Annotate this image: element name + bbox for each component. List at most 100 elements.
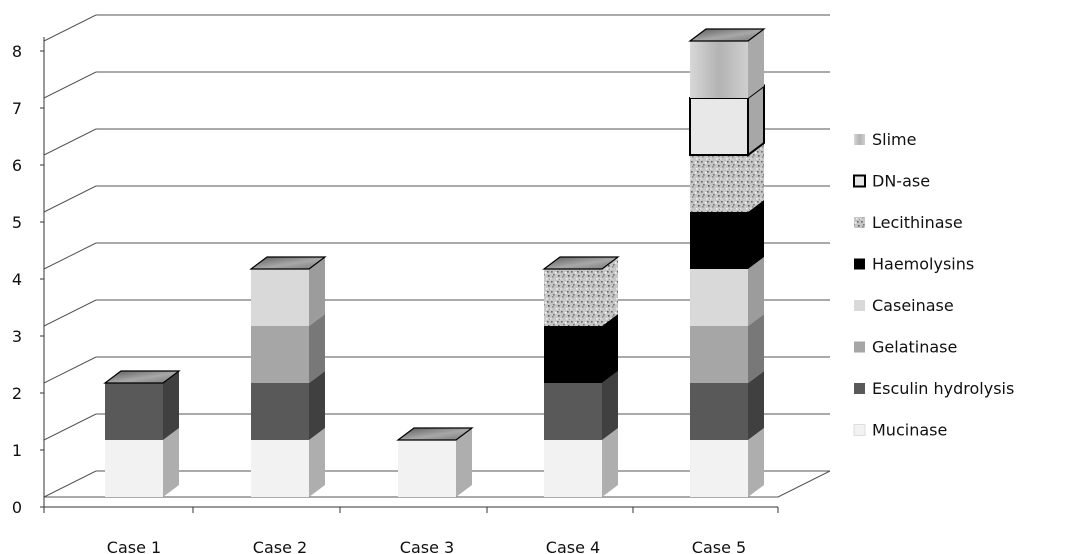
bar-side — [163, 428, 179, 497]
legend-label: Gelatinase — [872, 338, 957, 357]
bar-side — [602, 428, 618, 497]
bar-side — [602, 257, 618, 326]
bar-front — [251, 383, 309, 440]
y-tick-label: 6 — [12, 156, 22, 175]
x-tick-label: Case 5 — [692, 538, 746, 554]
bar-side — [309, 257, 325, 326]
legend: Slime DN-ase Lecithinase Haemolysins Caseina… — [853, 130, 1014, 440]
bar-front — [251, 326, 309, 383]
bar-top — [249, 256, 327, 270]
bar-segment — [251, 428, 325, 497]
legend-item: Slime — [854, 130, 916, 149]
bar-top — [542, 256, 620, 270]
bar-side — [748, 29, 764, 98]
bar-front — [398, 440, 456, 497]
x-tick-label: Case 3 — [400, 538, 454, 554]
legend-item: Caseinase — [854, 296, 954, 315]
bar-segment — [690, 29, 764, 98]
y-tick-label: 5 — [12, 213, 22, 232]
legend-swatch — [854, 300, 865, 311]
legend-swatch — [854, 258, 865, 270]
bar-side — [456, 428, 472, 497]
legend-label: Mucinase — [872, 421, 947, 440]
bar-segment — [398, 428, 472, 497]
bar-side — [309, 314, 325, 383]
bar-side — [602, 314, 618, 383]
gridline-diagonal — [43, 413, 97, 441]
bar-front — [690, 41, 748, 98]
legend-swatch — [853, 424, 866, 436]
bar-segment — [690, 371, 764, 440]
gridline-diagonal — [43, 242, 97, 270]
bar-segment — [690, 314, 764, 383]
bar-side — [748, 428, 764, 497]
legend-label: Lecithinase — [872, 213, 963, 232]
gridline-diagonal — [43, 128, 97, 156]
bar-front — [544, 326, 602, 383]
bars — [103, 28, 766, 497]
bar-side — [747, 84, 765, 157]
bar-segment — [105, 371, 179, 440]
floor-side-edge — [777, 470, 831, 498]
legend-swatch — [854, 217, 865, 228]
bar-side — [748, 257, 764, 326]
bar-segment — [544, 371, 618, 440]
bar-segment — [544, 257, 618, 326]
legend-item: Haemolysins — [854, 255, 974, 274]
bar-front — [690, 326, 748, 383]
legend-swatch — [853, 174, 866, 188]
y-tick-label: 7 — [12, 99, 22, 118]
x-tick-label: Case 1 — [107, 538, 161, 554]
legend-label: DN-ase — [872, 172, 930, 191]
axes: 0 1 2 3 4 5 6 7 8 Case 1 Case 2 Case 3 Case 4 Case 5 — [12, 37, 779, 554]
legend-label: Slime — [872, 130, 916, 149]
gridline-diagonal — [43, 356, 97, 384]
bar-segment — [544, 314, 618, 383]
gridline-diagonal — [43, 14, 97, 42]
bar-segment — [105, 428, 179, 497]
bar-front — [544, 269, 602, 326]
legend-swatch — [854, 383, 865, 394]
x-tick-label: Case 2 — [253, 538, 307, 554]
gridline-diagonal — [43, 71, 97, 99]
x-tick-label: Case 4 — [546, 538, 600, 554]
bar-side — [602, 371, 618, 440]
bar-segment — [251, 314, 325, 383]
bar-segment — [251, 257, 325, 326]
bar-side — [748, 314, 764, 383]
bar-front — [690, 269, 748, 326]
bar-front — [105, 440, 163, 497]
bar-front — [251, 269, 309, 326]
bar-segment — [690, 143, 764, 212]
bar-top — [688, 28, 766, 42]
bar-front — [690, 155, 748, 212]
legend-label: Caseinase — [872, 296, 954, 315]
y-tick-label: 8 — [12, 42, 22, 61]
bar-side — [748, 200, 764, 269]
bar-segment — [690, 428, 764, 497]
bar-front — [690, 440, 748, 497]
legend-item: Esculin hydrolysis — [854, 379, 1014, 398]
legend-label: Esculin hydrolysis — [872, 379, 1014, 398]
bar-side — [748, 143, 764, 212]
legend-item: Mucinase — [853, 421, 947, 440]
y-tick-label: 4 — [12, 270, 22, 289]
bar-front — [690, 383, 748, 440]
bar-top — [396, 427, 474, 441]
bar-side — [748, 371, 764, 440]
legend-swatch — [854, 134, 865, 145]
legend-item: DN-ase — [853, 172, 930, 191]
gridline-diagonal — [43, 470, 97, 498]
bar-front — [544, 383, 602, 440]
gridline-diagonal — [43, 299, 97, 327]
bar-side — [309, 428, 325, 497]
legend-item: Lecithinase — [854, 213, 963, 232]
bar-front — [544, 440, 602, 497]
bar-top — [103, 370, 181, 384]
legend-swatch — [854, 341, 865, 353]
gridline-diagonal — [43, 185, 97, 213]
y-tick-label: 1 — [12, 441, 22, 460]
bar-side — [163, 371, 179, 440]
